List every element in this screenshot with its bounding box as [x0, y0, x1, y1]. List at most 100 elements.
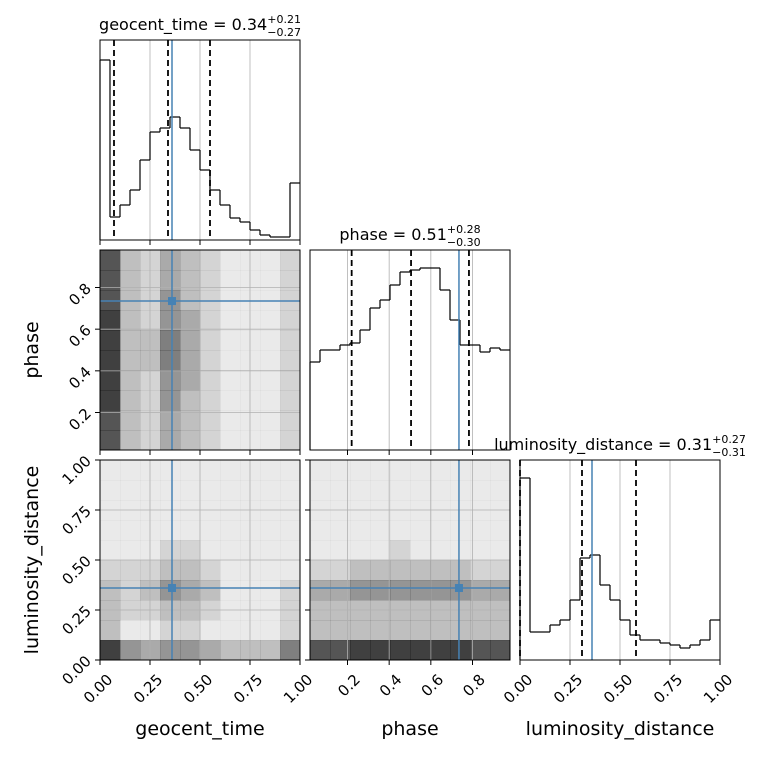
density-cell — [120, 460, 141, 481]
density-cell — [280, 350, 301, 371]
density-cell — [260, 580, 281, 601]
density-cell — [370, 540, 391, 561]
density-cell — [330, 620, 351, 641]
density-cell — [220, 330, 241, 351]
density-cell — [370, 560, 391, 581]
density-cell — [160, 250, 181, 271]
density-cell — [200, 410, 221, 431]
density-cell — [180, 430, 201, 451]
y-tick-label: 0.75 — [58, 502, 94, 538]
density-cell — [490, 540, 511, 561]
x-tick-label: 0.2 — [334, 671, 364, 701]
density-cell — [410, 480, 431, 501]
density-cell — [160, 350, 181, 371]
density-cell — [200, 330, 221, 351]
density-cell — [370, 580, 391, 601]
density-cell — [220, 580, 241, 601]
density-cell — [100, 370, 121, 391]
density-cell — [260, 310, 281, 331]
density-cell — [490, 520, 511, 541]
density-cell — [410, 620, 431, 641]
density-cell — [280, 480, 301, 501]
density-cell — [100, 620, 121, 641]
density-cell — [160, 310, 181, 331]
x-tick-label: 0.25 — [130, 671, 166, 707]
density-cell — [120, 330, 141, 351]
density-cell — [490, 480, 511, 501]
truth-marker — [454, 584, 463, 592]
title-text: luminosity_distance = 0.31 — [494, 435, 712, 455]
density-cell — [200, 270, 221, 291]
density-cell — [180, 560, 201, 581]
density-cell — [160, 430, 181, 451]
density-cell — [470, 540, 491, 561]
density-cell — [330, 580, 351, 601]
y-tick-label: 0.8 — [65, 280, 95, 310]
y-tick-label: 0.2 — [65, 405, 95, 435]
panel-frame — [309, 249, 511, 451]
panel-frame — [309, 459, 511, 661]
density-cell — [220, 250, 241, 271]
density-cell — [200, 370, 221, 391]
density-cell — [120, 310, 141, 331]
density-cell — [370, 620, 391, 641]
y-tick-label: 0.00 — [58, 652, 94, 688]
density-cell — [330, 640, 351, 661]
density-cell — [180, 330, 201, 351]
density-cell — [100, 460, 121, 481]
density-cell — [390, 460, 411, 481]
density-cell — [350, 480, 371, 501]
density-cell — [100, 330, 121, 351]
density-cell — [160, 390, 181, 411]
panel-title: luminosity_distance = 0.31+0.27 −0.31 — [494, 433, 746, 459]
density-cell — [330, 540, 351, 561]
density-cell — [180, 370, 201, 391]
density-cell — [200, 460, 221, 481]
density-cell — [470, 560, 491, 581]
density-cell — [390, 640, 411, 661]
x-tick-label: 0.50 — [180, 671, 216, 707]
x-axis-label: geocent_time — [135, 718, 264, 740]
density-cell — [410, 580, 431, 601]
density-cell — [260, 390, 281, 411]
density-cell — [410, 560, 431, 581]
density-cell — [280, 370, 301, 391]
density-cell — [220, 430, 241, 451]
density-cell — [310, 620, 331, 641]
density-cell — [100, 250, 121, 271]
density-cell — [220, 270, 241, 291]
density-cell — [450, 620, 471, 641]
density-cell — [180, 580, 201, 601]
density-cell — [280, 620, 301, 641]
density-cell — [390, 560, 411, 581]
density-cell — [280, 580, 301, 601]
title-plus: +0.21 — [267, 13, 301, 26]
density-cell — [120, 640, 141, 661]
x-tick-label: 0.00 — [500, 671, 536, 707]
density-cell — [200, 390, 221, 411]
density-cell — [180, 270, 201, 291]
density-cell — [220, 620, 241, 641]
density-cell — [490, 460, 511, 481]
density-cell — [200, 520, 221, 541]
density-cell — [350, 620, 371, 641]
density-cell — [260, 540, 281, 561]
panel-frame — [99, 459, 301, 661]
truth-marker — [168, 297, 176, 306]
density-cell — [310, 580, 331, 601]
density-cell — [200, 290, 221, 311]
density-cell — [160, 460, 181, 481]
density-cell — [220, 560, 241, 581]
density-cell — [430, 560, 451, 581]
density-cell — [310, 480, 331, 501]
density-cell — [180, 250, 201, 271]
density-cell — [260, 460, 281, 481]
x-tick-label: 0.75 — [650, 671, 686, 707]
density-cell — [100, 640, 121, 661]
y-tick-label: 1.00 — [58, 452, 94, 488]
density-cell — [220, 520, 241, 541]
density-cell — [120, 620, 141, 641]
density-cell — [220, 390, 241, 411]
panel-frame — [519, 459, 721, 661]
density-cell — [390, 540, 411, 561]
